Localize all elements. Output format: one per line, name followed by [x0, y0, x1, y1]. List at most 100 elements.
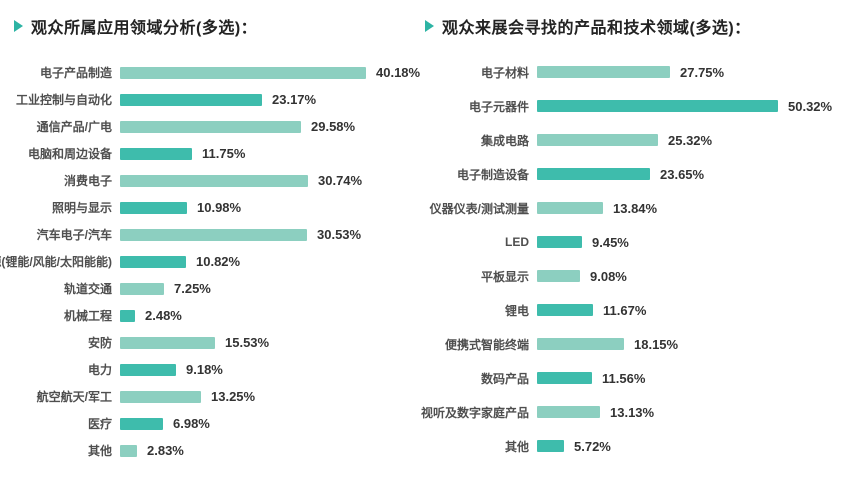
category-label: 电子材料: [480, 65, 529, 80]
bar: [537, 270, 580, 282]
bar-track: 23.17%: [120, 92, 424, 107]
value-label: 30.74%: [318, 173, 363, 188]
bar-track: 11.67%: [537, 303, 851, 318]
value-label: 9.18%: [186, 362, 223, 377]
bar: [537, 372, 592, 384]
value-label: 25.32%: [668, 132, 713, 148]
value-label: 23.65%: [660, 166, 705, 182]
bar-track: 9.08%: [537, 269, 851, 284]
category-label: 汽车电子/汽车: [36, 228, 112, 242]
category-label: 轨道交通: [63, 282, 112, 296]
value-label: 30.53%: [317, 227, 362, 242]
bar: [120, 282, 164, 295]
bar-track: 2.83%: [120, 443, 424, 458]
value-label: 13.13%: [610, 404, 655, 420]
value-label: 2.48%: [145, 308, 182, 323]
bar: [537, 236, 582, 248]
value-label: 11.56%: [602, 370, 646, 386]
bar: [120, 255, 186, 268]
bar: [537, 66, 670, 78]
bar-row: 新能源(锂能/风能/太阳能能) 10.82%: [0, 248, 424, 275]
value-label: 10.98%: [197, 200, 242, 215]
bar-track: 40.18%: [120, 65, 424, 80]
category-label: 消费电子: [63, 174, 112, 188]
bar-track: 13.25%: [120, 389, 424, 404]
bar: [120, 147, 192, 160]
bar-row: 轨道交通 7.25%: [14, 275, 424, 302]
category-label: 便携式智能终端: [444, 337, 529, 352]
bar: [120, 417, 163, 430]
bar-track: 2.48%: [120, 308, 424, 323]
bar-row: 消费电子 30.74%: [14, 167, 424, 194]
category-label: 平板显示: [480, 269, 529, 284]
bar-row: 医疗 6.98%: [14, 410, 424, 437]
bar-track: 50.32%: [537, 99, 851, 114]
value-label: 18.15%: [634, 336, 679, 352]
bar: [537, 440, 564, 452]
bar-row: 汽车电子/汽车 30.53%: [14, 221, 424, 248]
chart-header: 观众所属应用领域分析(多选)：: [14, 14, 424, 38]
bar-track: 6.98%: [120, 416, 424, 431]
bar-row: 机械工程 2.48%: [14, 302, 424, 329]
bar-row: 电子材料 27.75%: [425, 55, 851, 89]
bar-track: 18.15%: [537, 337, 851, 352]
bar: [537, 168, 650, 180]
bar-track: 25.32%: [537, 133, 851, 148]
bar-track: 29.58%: [120, 119, 424, 134]
bar: [537, 134, 658, 146]
category-label: 安防: [87, 336, 112, 350]
bar-row: 便携式智能终端 18.15%: [425, 327, 851, 361]
bar-track: 23.65%: [537, 167, 851, 182]
category-label: LED: [505, 235, 529, 249]
bar-track: 10.82%: [120, 254, 424, 269]
bar-row: LED 9.45%: [425, 225, 851, 259]
value-label: 7.25%: [174, 281, 211, 296]
bar-track: 10.98%: [120, 200, 424, 215]
category-label: 新能源(锂能/风能/太阳能能): [0, 255, 112, 269]
bar-track: 11.75%: [120, 146, 424, 161]
bar: [120, 336, 215, 349]
value-label: 50.32%: [788, 98, 833, 114]
category-label: 其他: [87, 444, 112, 458]
bar: [120, 228, 307, 241]
bar-row: 平板显示 9.08%: [425, 259, 851, 293]
bar-row: 集成电路 25.32%: [425, 123, 851, 157]
value-label: 9.45%: [592, 234, 629, 250]
value-label: 5.72%: [574, 438, 611, 454]
value-label: 2.83%: [147, 443, 184, 458]
bar: [537, 202, 603, 214]
category-label: 电子元器件: [468, 99, 529, 114]
bar-rows-container: 电子产品制造 40.18% 工业控制与自动化 23.17% 通信产品/广电 29…: [0, 59, 424, 464]
bar-track: 11.56%: [537, 371, 851, 386]
category-label: 医疗: [87, 417, 112, 431]
bar-row: 数码产品 11.56%: [425, 361, 851, 395]
bar-row: 其他 5.72%: [425, 429, 851, 463]
category-label: 照明与显示: [51, 201, 112, 215]
bar-row: 安防 15.53%: [14, 329, 424, 356]
bar-row: 电子产品制造 40.18%: [14, 59, 424, 86]
bar-row: 仪器仪表/测试测量 13.84%: [425, 191, 851, 225]
value-label: 23.17%: [272, 92, 317, 107]
chart-products-tech-fields: 观众来展会寻找的产品和技术领域(多选)： 电子材料 27.75% 电子元器件 5…: [421, 0, 851, 479]
bar-track: 30.53%: [120, 227, 424, 242]
bar-track: 13.84%: [537, 201, 851, 216]
chart-title: 观众来展会寻找的产品和技术领域(多选)：: [442, 20, 751, 37]
bar: [120, 309, 135, 322]
category-label: 电脑和周边设备: [27, 147, 112, 161]
category-label: 电子产品制造: [39, 66, 112, 80]
bar-track: 9.45%: [537, 235, 851, 250]
bar-row: 电子制造设备 23.65%: [425, 157, 851, 191]
bar: [537, 406, 600, 418]
bar-track: 15.53%: [120, 335, 424, 350]
value-label: 40.18%: [376, 65, 421, 80]
value-label: 10.82%: [196, 254, 241, 269]
bar: [120, 120, 301, 133]
chart-application-fields: 观众所属应用领域分析(多选)： 电子产品制造 40.18% 工业控制与自动化 2…: [0, 0, 424, 479]
bar: [120, 444, 137, 457]
bar-row: 通信产品/广电 29.58%: [14, 113, 424, 140]
bar: [120, 174, 308, 187]
category-label: 电子制造设备: [456, 167, 529, 182]
bar-track: 30.74%: [120, 173, 424, 188]
value-label: 13.25%: [211, 389, 256, 404]
